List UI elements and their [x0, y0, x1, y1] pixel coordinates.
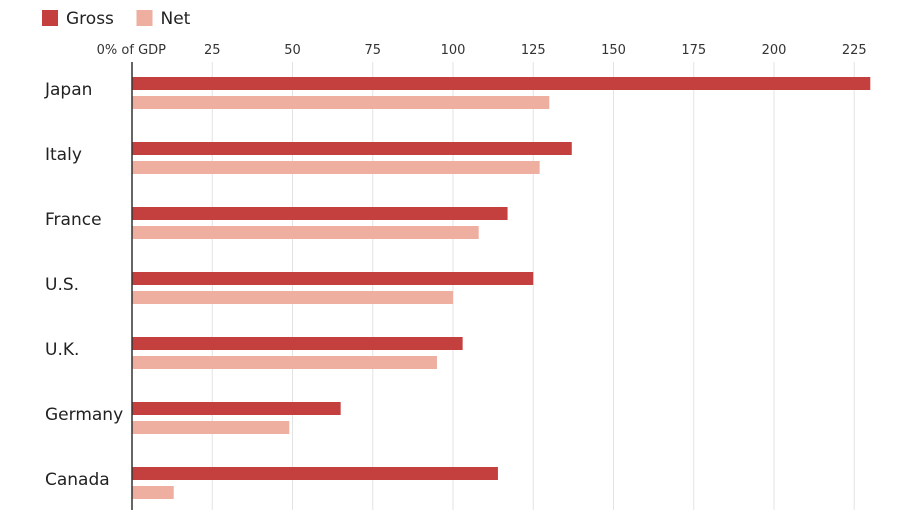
x-tick-label: 75: [364, 43, 381, 58]
x-tick-label: 125: [521, 43, 546, 58]
category-label: France: [45, 210, 102, 230]
category-label: Japan: [44, 80, 92, 100]
legend-label-net: Net: [161, 9, 191, 29]
bar-gross: [132, 207, 508, 220]
x-tick-label: 50: [284, 43, 301, 58]
x-tick-label: 25: [204, 43, 221, 58]
bar-gross: [132, 402, 341, 415]
x-tick-label: 100: [441, 43, 466, 58]
category-label: Italy: [45, 145, 82, 165]
x-tick-label: 150: [601, 43, 626, 58]
category-label: U.K.: [45, 340, 79, 360]
bar-net: [132, 96, 550, 109]
bar-net: [132, 486, 174, 499]
legend-label-gross: Gross: [66, 9, 114, 29]
category-label: U.S.: [45, 275, 79, 295]
x-tick-label: 200: [762, 43, 787, 58]
bar-gross: [132, 467, 498, 480]
bar-net: [132, 226, 479, 239]
bar-net: [132, 421, 290, 434]
bar-gross: [132, 272, 534, 285]
bar-gross: [132, 142, 572, 155]
bar-gross: [132, 337, 463, 350]
bar-net: [132, 356, 437, 369]
category-label: Canada: [45, 470, 110, 490]
bar-gross: [132, 77, 871, 90]
x-tick-label: 0% of GDP: [97, 43, 167, 58]
x-tick-label: 225: [842, 43, 867, 58]
legend-swatch-net: [136, 10, 153, 26]
x-tick-label: 175: [681, 43, 706, 58]
category-label: Germany: [45, 405, 123, 425]
bar-net: [132, 291, 453, 304]
legend-swatch-gross: [42, 10, 58, 26]
bar-net: [132, 161, 540, 174]
